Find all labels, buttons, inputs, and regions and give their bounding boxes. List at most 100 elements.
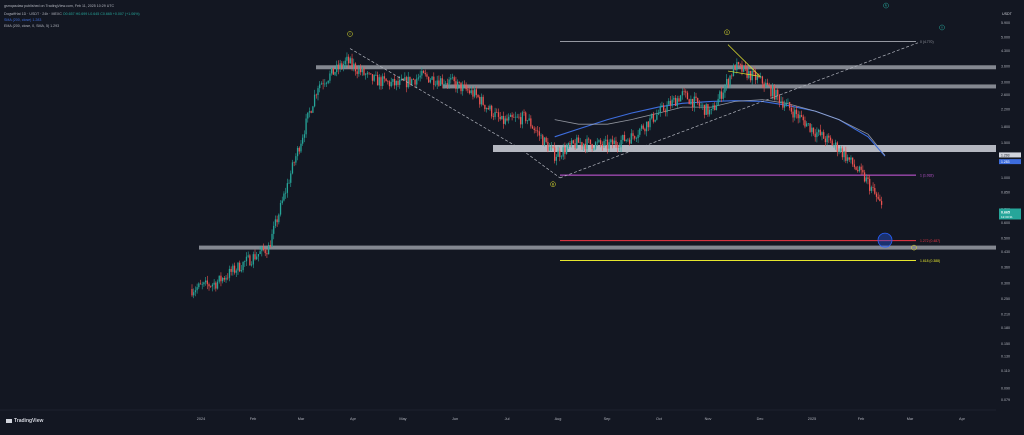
candle-body[interactable] — [477, 94, 479, 98]
candle-body[interactable] — [828, 135, 830, 138]
candle-body[interactable] — [511, 114, 513, 118]
candle-body[interactable] — [329, 73, 331, 81]
candle-body[interactable] — [302, 137, 304, 144]
candle-body[interactable] — [589, 139, 592, 145]
candle-body[interactable] — [763, 83, 765, 88]
candle-body[interactable] — [228, 268, 231, 278]
candle-body[interactable] — [218, 275, 220, 282]
candle-body[interactable] — [618, 147, 621, 148]
candle-body[interactable] — [368, 72, 370, 74]
candle-body[interactable] — [210, 286, 212, 287]
candle-body[interactable] — [491, 105, 493, 117]
candle-body[interactable] — [429, 79, 432, 83]
candle-body[interactable] — [880, 201, 883, 205]
candle-body[interactable] — [725, 79, 728, 87]
candle-body[interactable] — [194, 290, 197, 293]
candle-body[interactable] — [654, 119, 656, 122]
candle-body[interactable] — [308, 111, 311, 113]
candle-body[interactable] — [821, 132, 823, 136]
candle-body[interactable] — [290, 173, 292, 183]
candle-body[interactable] — [594, 142, 597, 149]
candle-body[interactable] — [635, 138, 638, 139]
candle-body[interactable] — [794, 109, 796, 118]
candle-body[interactable] — [746, 67, 748, 78]
candle-body[interactable] — [233, 265, 236, 273]
candle-body[interactable] — [800, 115, 803, 117]
candle-body[interactable] — [858, 166, 861, 172]
candle-body[interactable] — [240, 270, 243, 272]
last-price-tag[interactable] — [999, 208, 1021, 220]
candle-body[interactable] — [799, 115, 801, 119]
candle-body[interactable] — [312, 106, 314, 113]
candle-body[interactable] — [872, 187, 874, 189]
candle-body[interactable] — [504, 118, 506, 124]
candle-body[interactable] — [344, 60, 346, 65]
candle-body[interactable] — [262, 247, 265, 250]
candle-body[interactable] — [213, 282, 215, 285]
candle-body[interactable] — [349, 58, 352, 64]
candle-body[interactable] — [841, 148, 844, 158]
candle-body[interactable] — [809, 123, 811, 132]
candle-body[interactable] — [731, 75, 733, 77]
candle-body[interactable] — [771, 86, 774, 97]
candle-body[interactable] — [760, 76, 762, 78]
candle-body[interactable] — [247, 255, 249, 257]
candle-body[interactable] — [863, 172, 866, 182]
candle-body[interactable] — [622, 134, 624, 140]
candle-body[interactable] — [662, 105, 665, 111]
candle-body[interactable] — [874, 188, 876, 194]
ema-tag[interactable] — [999, 152, 1021, 158]
candle-body[interactable] — [521, 112, 523, 125]
candle-body[interactable] — [606, 139, 609, 149]
price-axis[interactable]: USDT 5.900 5.000 4.300 3.600 3.000 2.600 2.200 1… — [996, 0, 1024, 435]
candle-body[interactable] — [322, 83, 324, 85]
candle-body[interactable] — [722, 92, 724, 99]
candle-body[interactable] — [499, 116, 501, 120]
candle-body[interactable] — [346, 56, 348, 61]
candle-body[interactable] — [571, 140, 573, 145]
candle-body[interactable] — [787, 102, 789, 103]
candle-body[interactable] — [705, 104, 707, 115]
candle-body[interactable] — [252, 254, 254, 265]
candle-body[interactable] — [775, 89, 777, 100]
target-circle[interactable] — [878, 233, 892, 248]
candle-body[interactable] — [840, 148, 842, 152]
candle-body[interactable] — [661, 105, 663, 107]
candle-body[interactable] — [565, 147, 568, 154]
candle-body[interactable] — [596, 141, 598, 143]
candle-body[interactable] — [865, 177, 867, 182]
candle-body[interactable] — [441, 78, 443, 85]
candle-body[interactable] — [324, 83, 326, 85]
candle-body[interactable] — [766, 82, 769, 85]
candle-body[interactable] — [417, 77, 420, 79]
candle-body[interactable] — [480, 96, 483, 105]
candle-body[interactable] — [519, 117, 522, 125]
candle-body[interactable] — [802, 116, 804, 121]
wave-dashed-line[interactable] — [349, 48, 561, 179]
candle-body[interactable] — [363, 68, 365, 75]
candle-body[interactable] — [492, 116, 495, 118]
candle-body[interactable] — [257, 254, 260, 257]
candle-body[interactable] — [601, 144, 604, 147]
candle-body[interactable] — [536, 130, 539, 132]
candle-body[interactable] — [593, 148, 595, 150]
candle-body[interactable] — [613, 140, 615, 145]
candle-body[interactable] — [305, 118, 307, 135]
candle-body[interactable] — [288, 182, 290, 184]
candle-body[interactable] — [732, 65, 735, 76]
candle-body[interactable] — [341, 63, 343, 68]
candle-body[interactable] — [336, 64, 338, 73]
candle-body[interactable] — [271, 233, 273, 247]
candle-body[interactable] — [473, 89, 476, 97]
candle-body[interactable] — [560, 156, 563, 158]
candle-body[interactable] — [623, 134, 626, 141]
candle-body[interactable] — [208, 284, 210, 287]
candle-body[interactable] — [462, 84, 464, 92]
candle-body[interactable] — [780, 101, 782, 103]
candle-body[interactable] — [579, 142, 581, 143]
candle-body[interactable] — [354, 63, 357, 72]
candle-body[interactable] — [494, 111, 496, 118]
candle-body[interactable] — [342, 64, 345, 68]
candle-body[interactable] — [851, 157, 854, 165]
